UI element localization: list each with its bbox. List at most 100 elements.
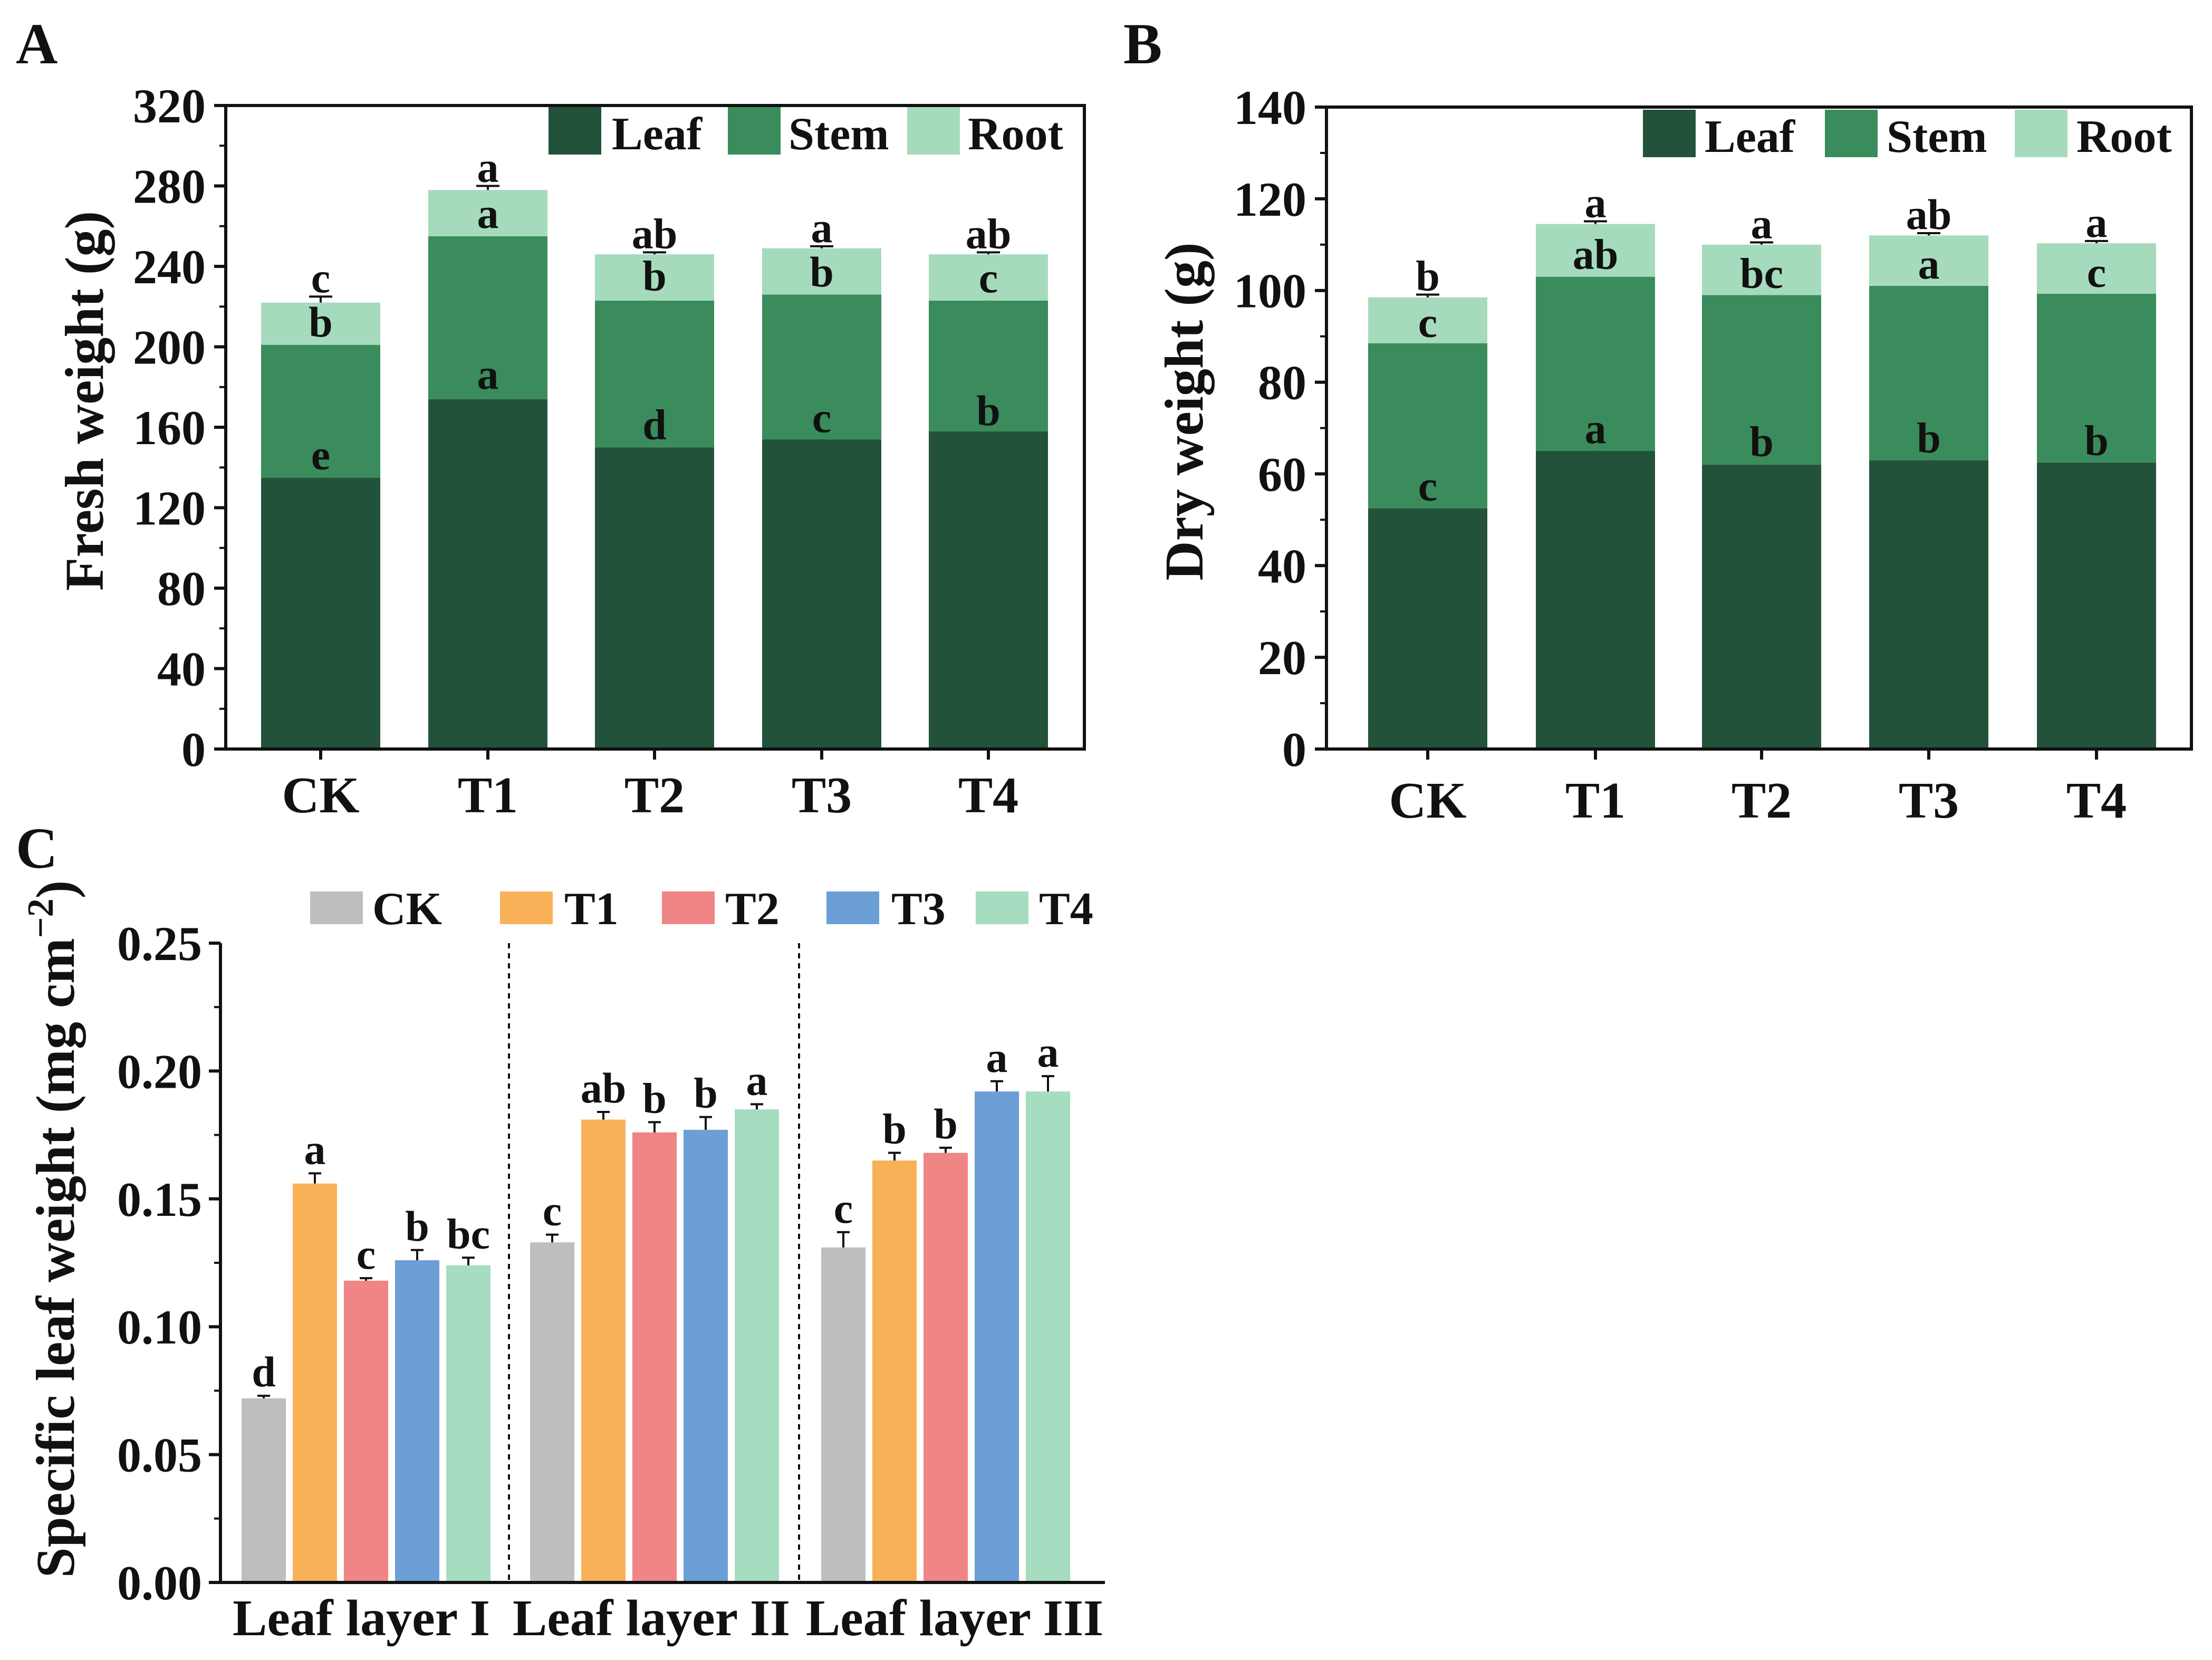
- panel-c-x-axis-labels: Leaf layer I Leaf layer II Leaf layer II…: [233, 1590, 1103, 1647]
- bar-root-t4: [2037, 243, 2156, 294]
- y-tick-label: 0.00: [117, 1556, 202, 1610]
- panel-b-x-tick: T4: [2066, 772, 2127, 829]
- legend-swatch-t4: [976, 891, 1028, 924]
- bar-stem-t1: [428, 236, 547, 399]
- bar-stem-t1: [1536, 276, 1655, 451]
- significance-letter: ab: [581, 1064, 627, 1112]
- y-tick-label: 40: [1258, 539, 1306, 593]
- bar-t1-layer-1: [293, 1183, 337, 1582]
- bar-t3-layer-2: [684, 1129, 728, 1582]
- panel-a-fresh-weight-chart: A Fresh weight (g) 0 40 80 120 160 200 240 280 3…: [16, 12, 1086, 824]
- significance-letter: bc: [1740, 249, 1783, 297]
- bar-stem-t4: [2037, 293, 2156, 463]
- panel-c-x-tick: Leaf layer II: [513, 1590, 790, 1647]
- legend-label-t1: T1: [564, 884, 619, 935]
- significance-letter: ab: [1573, 231, 1619, 279]
- panel-b-x-tick: T3: [1899, 772, 1959, 829]
- significance-letter: b: [1416, 252, 1440, 300]
- legend-swatch-t1: [500, 891, 553, 924]
- y-tick-label: 120: [133, 482, 206, 535]
- significance-letter: c: [357, 1230, 376, 1278]
- y-tick-label: 0: [181, 723, 206, 776]
- bar-root-t2: [1702, 244, 1821, 295]
- y-tick-label: 160: [133, 401, 206, 455]
- significance-letter: a: [811, 204, 833, 252]
- significance-letter: b: [405, 1202, 429, 1250]
- panel-a-plot-frame: [224, 104, 1086, 751]
- panel-c-x-tick: Leaf layer I: [233, 1590, 490, 1647]
- significance-letter: c: [812, 394, 831, 442]
- significance-letter: c: [1418, 462, 1437, 510]
- significance-letter: b: [642, 1074, 667, 1122]
- significance-letter: a: [1751, 199, 1773, 247]
- panel-a-x-tick: CK: [282, 767, 360, 824]
- panel-b-x-tick: T2: [1732, 772, 1792, 829]
- bar-stem-t2: [1702, 295, 1821, 465]
- panel-b-x-tick: CK: [1389, 772, 1467, 829]
- panel-c-y-axis-title-close: ): [25, 880, 86, 899]
- y-tick-label: 320: [133, 79, 206, 133]
- bar-leaf-ck: [261, 477, 380, 749]
- panel-c-y-axis-title-main: Specific leaf weight (mg cm: [25, 938, 86, 1578]
- panel-a-y-axis-title: Fresh weight (g): [54, 211, 115, 591]
- y-tick-label: 200: [133, 321, 206, 375]
- bar-leaf-t4: [2037, 462, 2156, 749]
- significance-letter: a: [1037, 1028, 1059, 1076]
- panel-b-x-axis-labels: CK T1 T2 T3 T4: [1389, 772, 2127, 829]
- bar-stem-t3: [762, 294, 881, 439]
- bar-root-ck: [1368, 297, 1487, 343]
- bar-t3-layer-3: [975, 1091, 1019, 1582]
- legend-label-leaf: Leaf: [1705, 111, 1796, 162]
- legend-swatch-stem: [728, 107, 781, 155]
- bar-t2-layer-3: [924, 1153, 968, 1582]
- bar-stem-t2: [595, 300, 714, 448]
- significance-letter: b: [934, 1100, 958, 1148]
- bar-t3-layer-1: [395, 1260, 439, 1582]
- significance-letter: ab: [966, 209, 1012, 257]
- legend-label-t3: T3: [891, 884, 946, 935]
- bar-root-t3: [1869, 235, 1988, 286]
- bar-stem-ck: [261, 344, 380, 478]
- legend-swatch-leaf: [549, 107, 601, 155]
- bar-ck-layer-3: [821, 1247, 865, 1582]
- significance-letter: a: [986, 1033, 1008, 1081]
- significance-letter: a: [2086, 198, 2108, 246]
- panel-a-letter: A: [16, 12, 57, 76]
- significance-letter: b: [642, 252, 667, 300]
- significance-letter: a: [746, 1056, 768, 1104]
- panel-b-letter: B: [1123, 12, 1162, 76]
- y-tick-label: 0.10: [117, 1300, 202, 1354]
- legend-swatch-stem: [1825, 110, 1878, 157]
- significance-letter: b: [309, 298, 333, 346]
- bar-stem-ck: [1368, 343, 1487, 508]
- bar-t4-layer-1: [446, 1265, 491, 1582]
- y-tick-label: 120: [1234, 172, 1306, 226]
- panel-c-legend: CK T1 T2 T3 T4: [310, 884, 1093, 935]
- panel-b-plot-frame: [1325, 105, 2193, 751]
- significance-letter: d: [252, 1348, 276, 1396]
- bar-stem-t3: [1869, 286, 1988, 460]
- significance-letter: b: [1749, 417, 1774, 465]
- legend-swatch-ck: [310, 891, 363, 924]
- bar-t1-layer-2: [581, 1119, 626, 1582]
- legend-label-root: Root: [2076, 111, 2172, 162]
- panel-b-legend: Leaf Stem Root: [1643, 110, 2172, 162]
- y-tick-label: 80: [157, 562, 206, 616]
- bar-t2-layer-1: [344, 1280, 388, 1582]
- bar-root-t1: [428, 190, 547, 236]
- panel-a-x-tick: T1: [458, 767, 518, 824]
- panel-b-x-tick: T1: [1565, 772, 1626, 829]
- bar-root-t4: [929, 254, 1048, 301]
- legend-label-t2: T2: [725, 884, 780, 935]
- significance-letter: a: [1585, 405, 1607, 453]
- bar-root-t3: [762, 248, 881, 295]
- bar-t2-layer-2: [632, 1132, 677, 1582]
- significance-letter: ab: [632, 209, 678, 257]
- y-tick-label: 140: [1234, 81, 1306, 135]
- bar-ck-layer-1: [242, 1398, 286, 1582]
- legend-label-root: Root: [968, 109, 1063, 160]
- y-tick-label: 20: [1258, 631, 1306, 685]
- y-tick-label: 0.05: [117, 1428, 202, 1482]
- panel-c-y-axis-title-exponent: −2: [21, 898, 61, 938]
